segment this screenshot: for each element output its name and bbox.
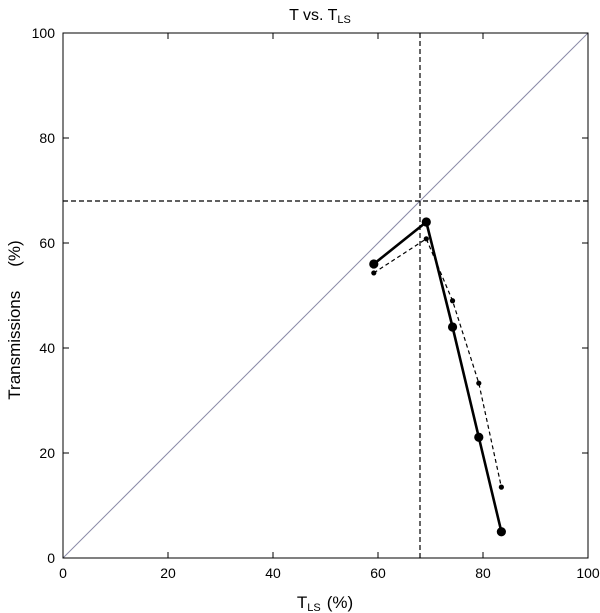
- y-tick-label: 80: [39, 130, 55, 146]
- x-tick-label: 40: [265, 565, 281, 581]
- series-2-point: [423, 236, 429, 242]
- y-tick-label: 0: [47, 550, 55, 566]
- x-tick-label: 60: [370, 565, 386, 581]
- y-tick-label: 60: [39, 235, 55, 251]
- y-axis-title-main: Transmissions: [5, 291, 24, 400]
- chart-title: T vs. TLS: [289, 7, 351, 26]
- y-tick-label: 100: [32, 25, 56, 41]
- series-1-line: [372, 219, 503, 533]
- x-axis-title-sub: LS: [307, 602, 320, 613]
- series-2-point: [449, 298, 456, 304]
- y-axis-title-unit: (%): [5, 240, 24, 266]
- series-1-point: [496, 527, 506, 537]
- x-axis-title: TLS (%): [297, 593, 353, 613]
- series-1-point: [369, 259, 379, 269]
- x-tick-label: 80: [475, 565, 491, 581]
- series-1-point: [421, 217, 431, 227]
- plot-frame: [62, 32, 589, 559]
- chart-title-main: T vs. T: [289, 7, 338, 24]
- series-1-point: [447, 322, 458, 332]
- x-tick-label: 20: [160, 565, 176, 581]
- series-2-point: [371, 270, 377, 276]
- series-2-point: [476, 380, 482, 386]
- y-tick-label: 40: [39, 340, 55, 356]
- series-1-point: [474, 432, 484, 442]
- x-axis-title-main: T: [297, 593, 307, 612]
- y-axis-title: Transmissions (%): [5, 240, 24, 399]
- chart-title-sub: LS: [337, 14, 350, 26]
- x-tick-label: 100: [576, 565, 600, 581]
- y-tick-label: 20: [39, 445, 55, 461]
- diagonal-reference-line: [62, 32, 589, 559]
- x-tick-label: 0: [59, 565, 67, 581]
- series-2-point: [498, 484, 504, 490]
- x-axis-title-unit: (%): [327, 593, 353, 612]
